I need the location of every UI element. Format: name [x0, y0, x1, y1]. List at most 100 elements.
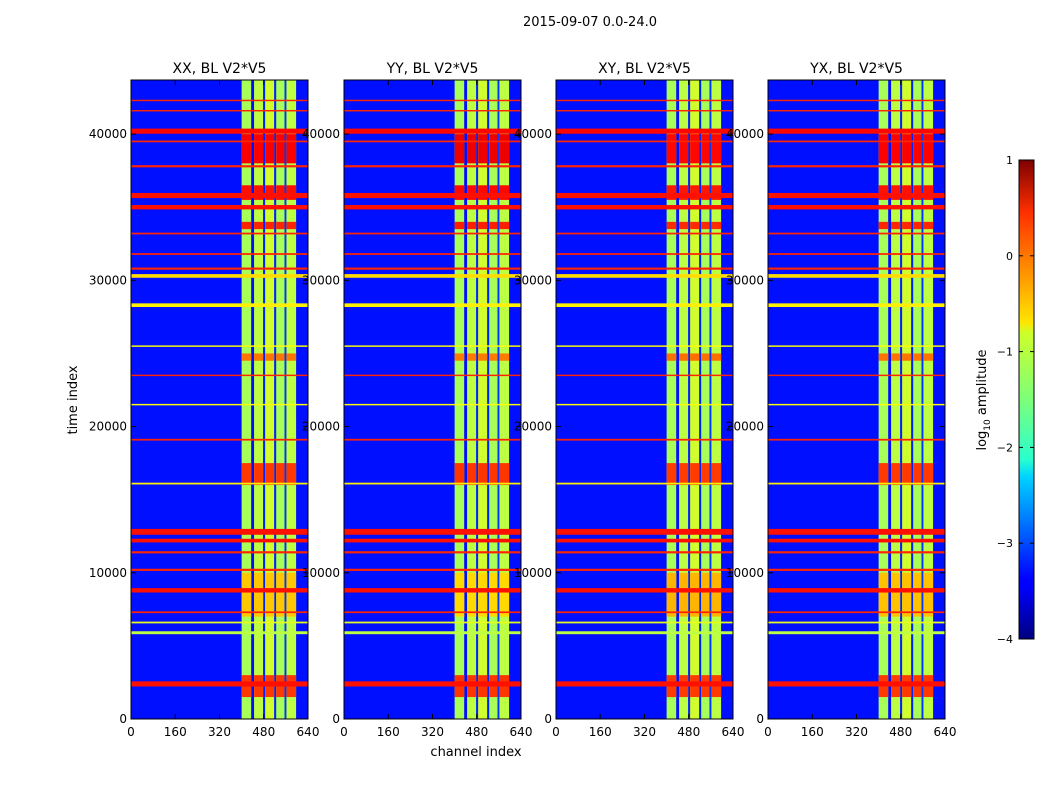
hot-patch — [489, 134, 498, 164]
rfi-line — [768, 109, 945, 112]
rfi-line — [556, 681, 733, 687]
y-tick-label: 0 — [756, 712, 764, 726]
hot-patch — [254, 185, 264, 200]
hot-patch — [891, 221, 901, 230]
rfi-line — [768, 165, 945, 168]
x-tick-label: 320 — [208, 725, 231, 739]
band-column — [251, 80, 255, 719]
y-tick-label: 20000 — [302, 420, 340, 434]
hot-patch — [276, 463, 285, 486]
hot-patch — [701, 572, 710, 617]
y-tick-label: 40000 — [514, 127, 552, 141]
rfi-line — [768, 611, 945, 614]
hot-patch — [276, 353, 285, 361]
panel-2: XY, BL V2*V5 0 160 320 480 640 0 10000 20000 3000… — [514, 61, 745, 739]
rfi-line — [344, 192, 521, 199]
rfi-line — [344, 165, 521, 168]
rfi-line — [344, 551, 521, 554]
rfi-line — [344, 528, 521, 535]
rfi-line — [768, 528, 945, 535]
rfi-line — [768, 128, 945, 134]
x-tick-label: 480 — [677, 725, 700, 739]
panel-title: XX, BL V2*V5 — [173, 61, 267, 77]
x-tick-label: 480 — [889, 725, 912, 739]
rfi-line — [556, 611, 733, 614]
hot-patch — [701, 185, 710, 200]
y-tick-label: 10000 — [726, 566, 764, 580]
hot-patch — [701, 463, 710, 486]
hot-patch — [878, 185, 889, 200]
panel-1: YY, BL V2*V5 0 160 320 480 640 0 10000 20000 3000… — [302, 61, 533, 739]
x-tick-label: 0 — [552, 725, 560, 739]
rfi-line — [131, 538, 308, 543]
hot-patch — [923, 185, 934, 200]
hot-patch — [711, 353, 722, 361]
rfi-line — [768, 99, 945, 102]
x-tick-label: 640 — [510, 725, 533, 739]
hot-patch — [265, 134, 275, 164]
rfi-line — [768, 538, 945, 543]
rfi-line — [131, 568, 308, 571]
panel-title: XY, BL V2*V5 — [598, 61, 691, 77]
hot-patch — [923, 134, 934, 164]
hot-patch — [711, 134, 722, 164]
hot-patch — [679, 221, 689, 230]
hot-patch — [467, 353, 477, 361]
hot-patch — [711, 185, 722, 200]
rfi-line — [768, 568, 945, 571]
rfi-line — [344, 403, 521, 406]
hot-patch — [265, 572, 275, 617]
band-column — [499, 80, 510, 719]
band-column — [286, 80, 297, 719]
x-tick-label: 0 — [764, 725, 772, 739]
rfi-line — [344, 482, 521, 485]
colorbar-tick-label: −3 — [997, 537, 1013, 550]
rfi-line — [768, 621, 945, 624]
colorbar-gradient — [1018, 159, 1035, 640]
rfi-line — [344, 611, 521, 614]
rfi-line — [131, 303, 308, 308]
band-column — [497, 80, 500, 719]
rfi-line — [556, 568, 733, 571]
hot-patch — [467, 463, 477, 486]
hot-patch — [891, 185, 901, 200]
colorbar: 10−1−2−3−4 log10 amplitude — [975, 154, 1035, 646]
rfi-line — [556, 253, 733, 255]
rfi-line — [556, 403, 733, 406]
hot-patch — [701, 134, 710, 164]
rfi-line — [556, 621, 733, 624]
rfi-line — [556, 267, 733, 270]
rfi-line — [131, 681, 308, 687]
band-column — [701, 80, 710, 719]
y-tick-label: 0 — [544, 712, 552, 726]
y-tick-label: 10000 — [89, 566, 127, 580]
hot-patch — [902, 134, 912, 164]
rfi-line — [131, 267, 308, 270]
hot-patch — [499, 572, 510, 617]
rfi-line — [768, 140, 945, 143]
hot-patch — [902, 572, 912, 617]
hot-patch — [478, 134, 488, 164]
rfi-line — [556, 109, 733, 112]
band-column — [679, 80, 689, 719]
hot-patch — [891, 463, 901, 486]
rfi-line — [131, 140, 308, 143]
rfi-line — [131, 128, 308, 134]
hot-patch — [489, 463, 498, 486]
rfi-line — [768, 205, 945, 210]
rfi-line — [344, 99, 521, 102]
hot-patch — [241, 463, 252, 486]
hot-patch — [923, 572, 934, 617]
hot-patch — [499, 463, 510, 486]
hot-patch — [241, 221, 252, 230]
hot-patch — [286, 353, 297, 361]
hot-patch — [891, 353, 901, 361]
x-tick-label: 480 — [252, 725, 275, 739]
rfi-line — [556, 588, 733, 593]
hot-patch — [902, 463, 912, 486]
rfi-line — [556, 205, 733, 210]
y-tick-label: 20000 — [514, 420, 552, 434]
rfi-line — [556, 99, 733, 102]
y-tick-label: 30000 — [726, 273, 764, 287]
band-column — [900, 80, 903, 719]
